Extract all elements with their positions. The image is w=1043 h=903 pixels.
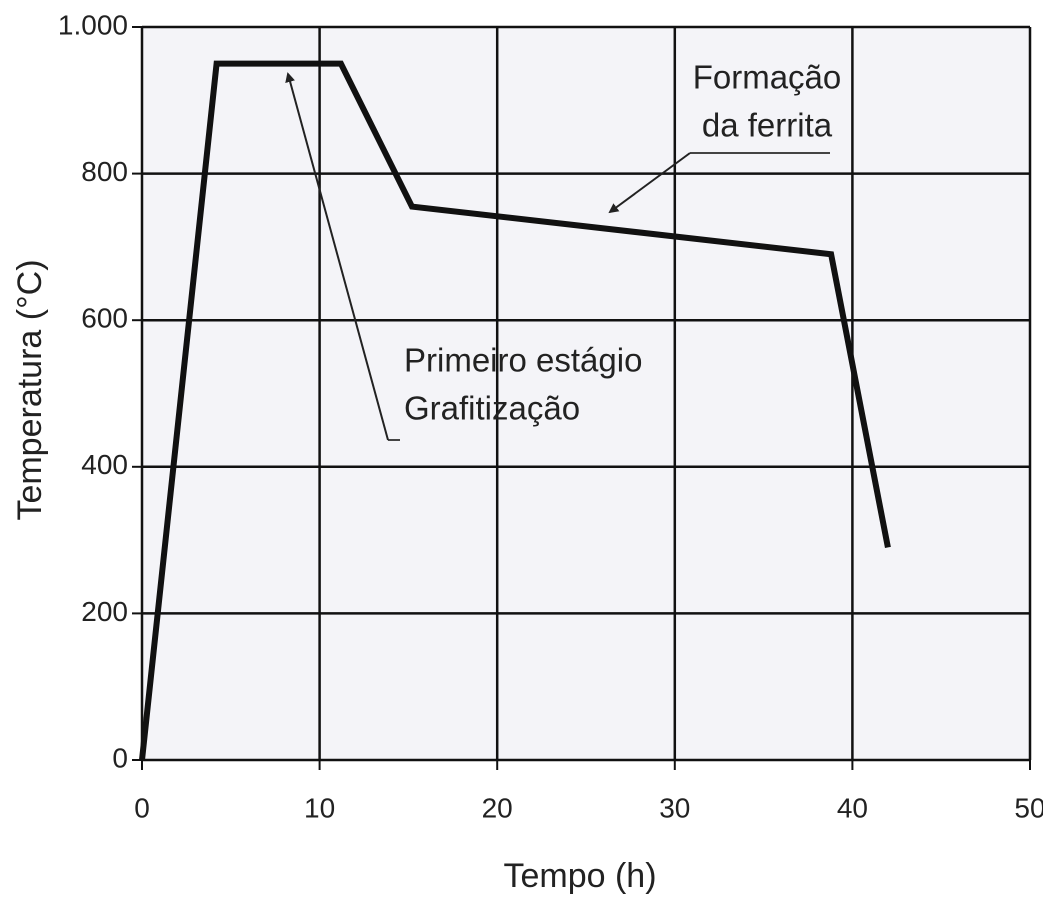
x-axis-label: Tempo (h) <box>503 857 656 895</box>
grid <box>132 25 1032 770</box>
y-tick-label: 1.000 <box>58 9 128 40</box>
data-line <box>139 60 891 761</box>
x-tick-label: 0 <box>134 792 150 823</box>
annotation: Formação <box>693 59 842 96</box>
plot-area <box>142 27 1030 760</box>
annotation: Primeiro estágio <box>404 342 642 379</box>
annotation: Grafitização <box>404 390 580 427</box>
annotation-arrow <box>285 72 389 441</box>
x-tick-label: 50 <box>1014 792 1043 823</box>
y-tick-label: 800 <box>81 156 128 187</box>
y-tick-label: 200 <box>81 596 128 627</box>
x-tick-label: 10 <box>304 792 335 823</box>
x-tick-label: 30 <box>659 792 690 823</box>
y-tick-label: 0 <box>112 742 128 773</box>
annotation-arrow <box>608 152 691 214</box>
x-tick-label: 20 <box>482 792 513 823</box>
annotation: da ferrita <box>702 107 833 144</box>
y-tick-label: 600 <box>81 303 128 334</box>
marks <box>139 60 891 761</box>
y-tick-label: 400 <box>81 449 128 480</box>
y-axis-label: Temperatura (°C) <box>11 259 49 520</box>
x-tick-label: 40 <box>837 792 868 823</box>
